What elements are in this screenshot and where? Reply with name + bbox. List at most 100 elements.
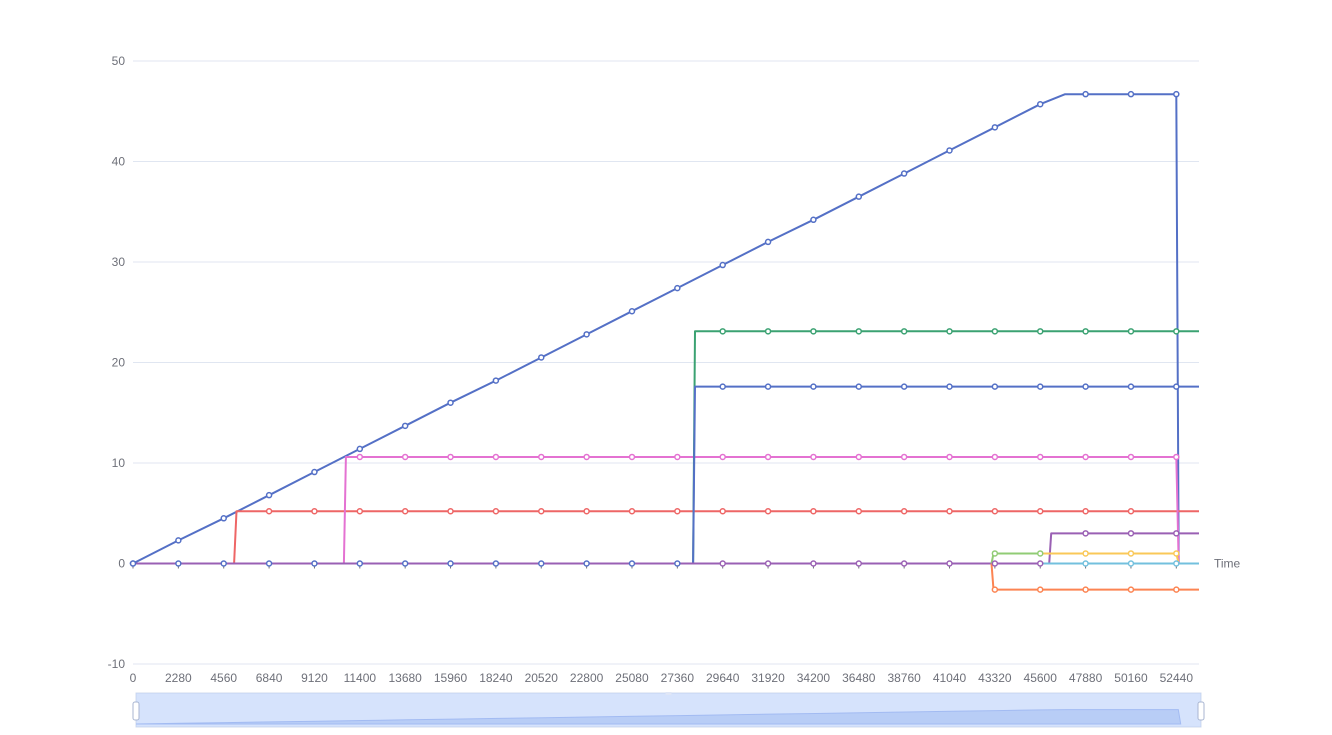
data-point[interactable] — [764, 383, 772, 390]
data-point[interactable] — [1082, 560, 1089, 567]
data-point[interactable] — [1173, 453, 1180, 461]
data-point[interactable] — [538, 507, 545, 515]
data-point[interactable] — [1036, 100, 1044, 108]
data-point[interactable] — [401, 560, 409, 567]
zoom-selection[interactable] — [136, 693, 1201, 727]
data-point[interactable] — [1173, 383, 1180, 390]
data-point[interactable] — [810, 453, 817, 461]
data-point[interactable] — [1127, 560, 1135, 567]
data-point[interactable] — [538, 354, 545, 361]
data-point[interactable] — [492, 560, 500, 567]
data-point[interactable] — [1127, 90, 1135, 98]
data-point[interactable] — [356, 453, 364, 461]
data-point[interactable] — [946, 147, 953, 154]
data-point[interactable] — [946, 383, 953, 390]
data-point[interactable] — [1127, 453, 1135, 461]
data-point[interactable] — [719, 453, 726, 461]
data-point[interactable] — [1173, 550, 1180, 557]
data-point[interactable] — [674, 284, 681, 292]
data-point[interactable] — [311, 560, 318, 567]
data-point[interactable] — [628, 307, 636, 315]
data-point[interactable] — [1082, 550, 1089, 557]
data-point[interactable] — [855, 193, 863, 200]
data-point[interactable] — [492, 453, 500, 461]
data-point[interactable] — [265, 491, 273, 499]
data-point[interactable] — [719, 261, 726, 269]
data-point[interactable] — [1082, 383, 1089, 390]
data-point[interactable] — [1082, 328, 1089, 335]
data-point[interactable] — [1173, 328, 1180, 335]
zoom-handle-right[interactable] — [1197, 701, 1205, 721]
data-point[interactable] — [719, 560, 726, 567]
data-point[interactable] — [1173, 586, 1180, 593]
data-point[interactable] — [401, 453, 409, 461]
data-point[interactable] — [1127, 530, 1135, 537]
data-point[interactable] — [674, 453, 681, 461]
data-point[interactable] — [855, 507, 863, 515]
data-point[interactable] — [764, 507, 772, 515]
data-point[interactable] — [674, 507, 681, 515]
data-point[interactable] — [1127, 507, 1135, 515]
data-point[interactable] — [855, 383, 863, 390]
data-point[interactable] — [1036, 550, 1044, 557]
data-point[interactable] — [764, 560, 772, 567]
data-point[interactable] — [265, 507, 273, 515]
data-point[interactable] — [991, 507, 999, 515]
data-point[interactable] — [1082, 530, 1089, 537]
data-point[interactable] — [991, 560, 999, 567]
data-point[interactable] — [401, 507, 409, 515]
data-point[interactable] — [810, 328, 817, 335]
data-point[interactable] — [1036, 328, 1044, 335]
data-point[interactable] — [1127, 328, 1135, 335]
data-point[interactable] — [991, 550, 999, 557]
data-point[interactable] — [175, 537, 182, 544]
data-point[interactable] — [1127, 550, 1135, 557]
data-point[interactable] — [991, 453, 999, 461]
data-point[interactable] — [538, 560, 545, 567]
data-point[interactable] — [1173, 530, 1180, 537]
zoom-move-handle[interactable] — [665, 692, 672, 695]
data-point[interactable] — [991, 328, 999, 335]
data-point[interactable] — [1173, 90, 1180, 98]
data-point[interactable] — [583, 453, 590, 461]
data-point[interactable] — [900, 507, 908, 515]
data-point[interactable] — [1173, 560, 1180, 567]
data-point[interactable] — [764, 453, 772, 461]
zoom-handle-left[interactable] — [132, 701, 140, 721]
data-point[interactable] — [946, 560, 953, 567]
data-point[interactable] — [447, 560, 454, 567]
data-point[interactable] — [175, 560, 182, 567]
data-point[interactable] — [401, 422, 409, 430]
data-point[interactable] — [991, 383, 999, 390]
data-point[interactable] — [900, 453, 908, 461]
data-point[interactable] — [810, 216, 817, 224]
data-point[interactable] — [447, 399, 454, 406]
data-point[interactable] — [1036, 453, 1044, 461]
data-point[interactable] — [1127, 586, 1135, 593]
data-point[interactable] — [447, 507, 454, 515]
data-point[interactable] — [628, 560, 636, 567]
data-point[interactable] — [855, 453, 863, 461]
data-point[interactable] — [946, 328, 953, 335]
data-point[interactable] — [628, 453, 636, 461]
data-point[interactable] — [900, 328, 908, 335]
data-point[interactable] — [311, 468, 318, 476]
data-point[interactable] — [356, 507, 364, 515]
data-point[interactable] — [1127, 383, 1135, 390]
data-point[interactable] — [764, 328, 772, 335]
data-point[interactable] — [674, 560, 681, 567]
data-point[interactable] — [583, 507, 590, 515]
data-point[interactable] — [1036, 507, 1044, 515]
data-point[interactable] — [356, 560, 364, 567]
data-point[interactable] — [356, 445, 364, 453]
data-point[interactable] — [583, 331, 590, 338]
data-point[interactable] — [265, 560, 273, 567]
data-zoom-slider[interactable] — [132, 692, 1205, 728]
data-point[interactable] — [900, 170, 908, 177]
data-point[interactable] — [719, 328, 726, 335]
data-point[interactable] — [1082, 90, 1089, 98]
data-point[interactable] — [1036, 560, 1044, 567]
data-point[interactable] — [900, 383, 908, 390]
data-point[interactable] — [583, 560, 590, 567]
data-point[interactable] — [220, 560, 227, 567]
